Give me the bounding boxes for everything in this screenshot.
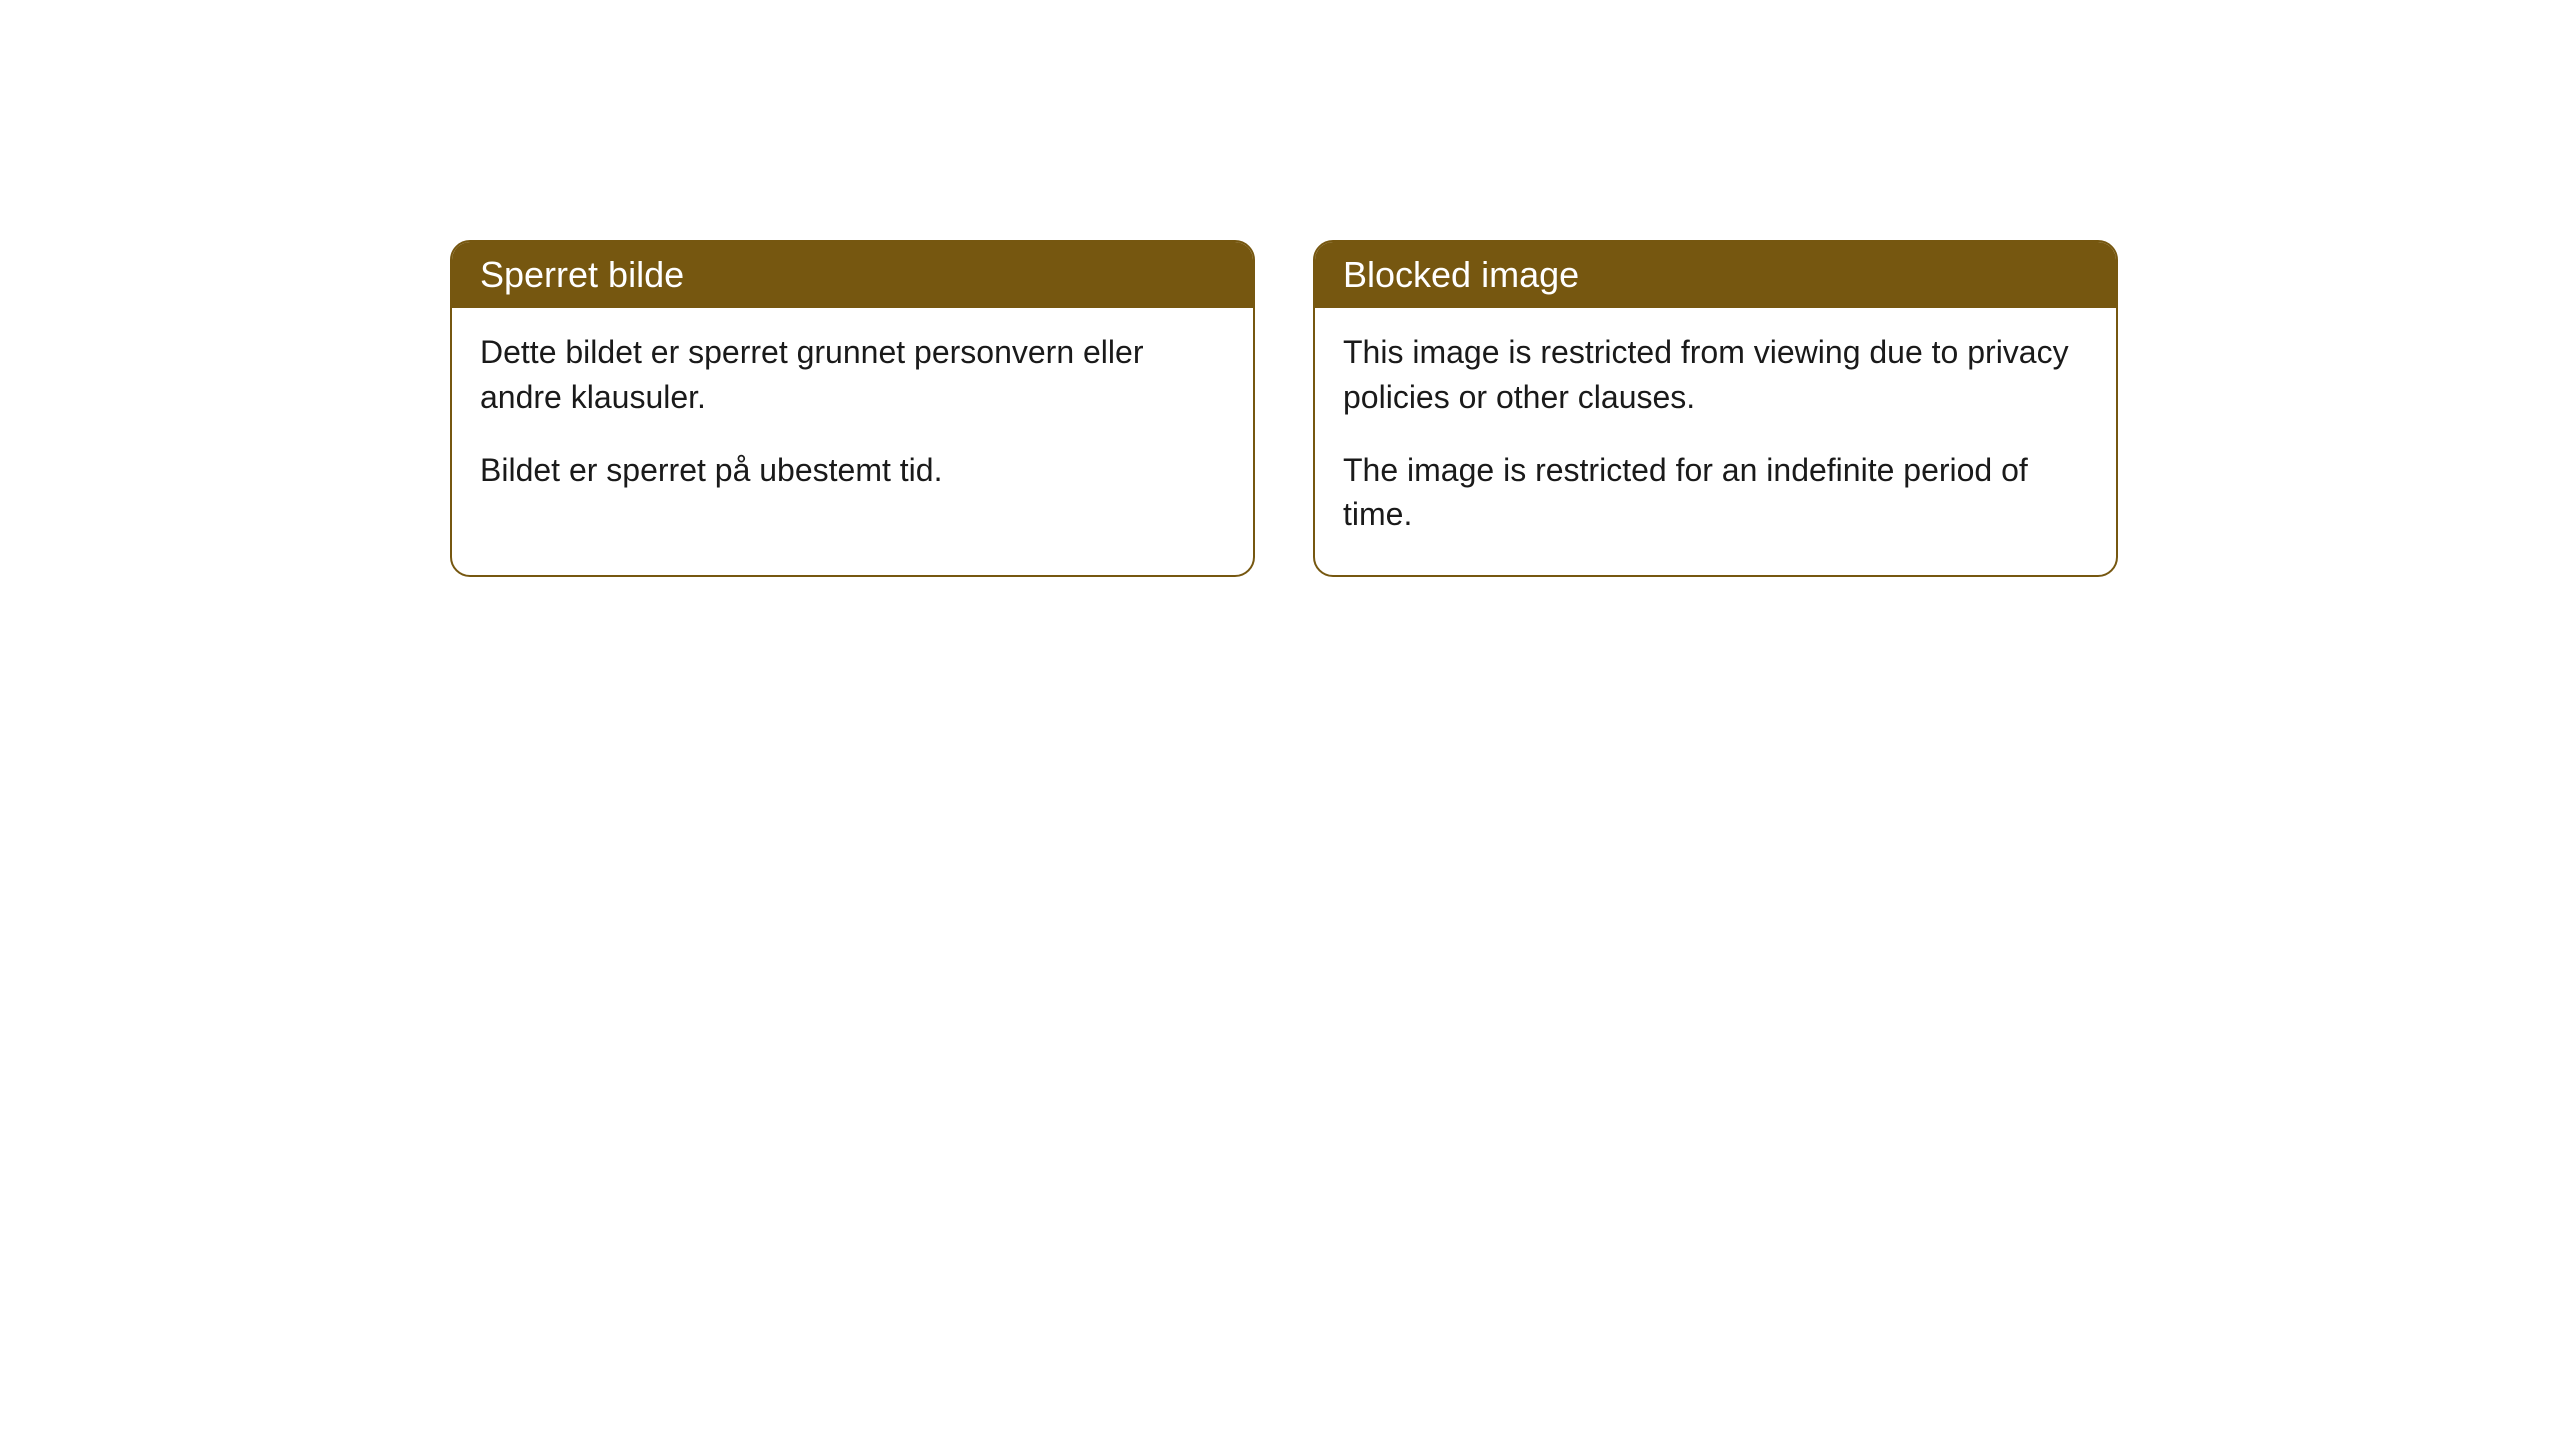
card-paragraph: This image is restricted from viewing du… <box>1343 330 2088 420</box>
card-title: Sperret bilde <box>480 254 684 295</box>
card-paragraph: Bildet er sperret på ubestemt tid. <box>480 448 1225 493</box>
card-title: Blocked image <box>1343 254 1579 295</box>
card-paragraph: The image is restricted for an indefinit… <box>1343 448 2088 538</box>
card-header: Blocked image <box>1315 242 2116 308</box>
card-paragraph: Dette bildet er sperret grunnet personve… <box>480 330 1225 420</box>
notice-cards-container: Sperret bilde Dette bildet er sperret gr… <box>450 240 2560 577</box>
card-header: Sperret bilde <box>452 242 1253 308</box>
blocked-image-card-english: Blocked image This image is restricted f… <box>1313 240 2118 577</box>
card-body: This image is restricted from viewing du… <box>1315 308 2116 575</box>
blocked-image-card-norwegian: Sperret bilde Dette bildet er sperret gr… <box>450 240 1255 577</box>
card-body: Dette bildet er sperret grunnet personve… <box>452 308 1253 530</box>
